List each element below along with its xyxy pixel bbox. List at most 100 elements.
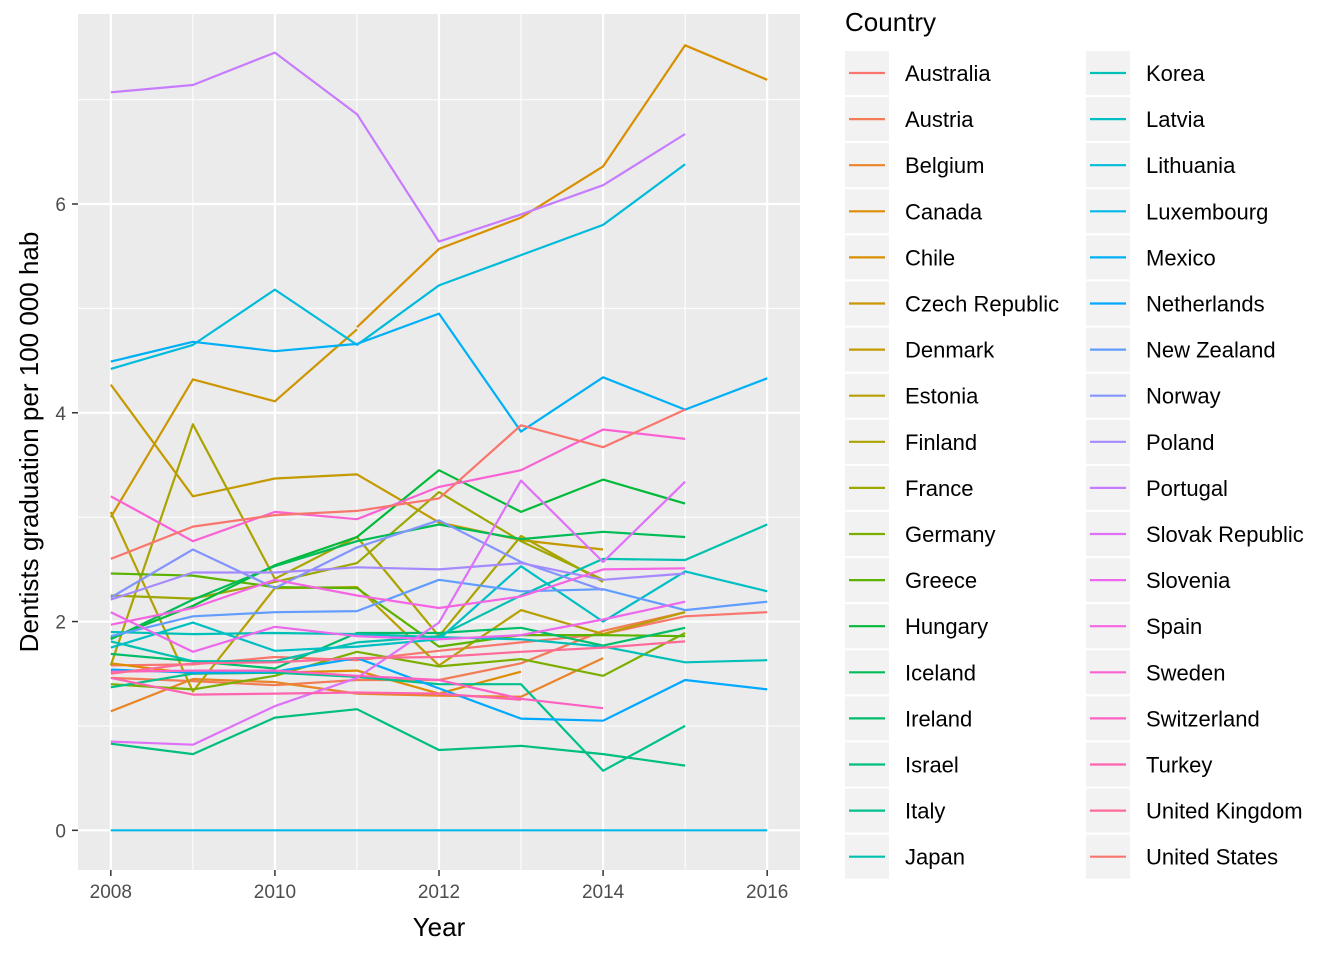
legend-item: Iceland: [845, 650, 976, 695]
x-tick-label: 2008: [90, 882, 132, 903]
legend-label: Denmark: [905, 338, 995, 363]
legend-items: Australia Austria Belgium Canada Chile Czech …: [845, 51, 1304, 879]
series-line: [110, 578, 768, 638]
series-line: [110, 708, 686, 767]
legend-label: Germany: [905, 522, 995, 547]
legend-label: Australia: [905, 61, 991, 86]
legend-item: Latvia: [1086, 97, 1205, 142]
legend-label: Greece: [905, 568, 977, 593]
legend-item: Lithuania: [1086, 143, 1236, 188]
legend-item: Israel: [845, 742, 959, 787]
series-line: [110, 479, 686, 746]
y-tick-label: 6: [55, 195, 66, 216]
legend-item: Turkey: [1086, 742, 1212, 787]
legend-item: Ireland: [845, 696, 972, 741]
legend-label: Switzerland: [1146, 706, 1260, 731]
legend-item: Netherlands: [1086, 281, 1265, 326]
series-line: [110, 519, 604, 599]
y-tick-label: 0: [55, 821, 66, 842]
x-tick-label: 2012: [418, 882, 460, 903]
legend-item: Spain: [1086, 604, 1202, 649]
legend-label: Poland: [1146, 430, 1215, 455]
legend-item: Greece: [845, 558, 977, 603]
legend-label: Austria: [905, 107, 974, 132]
legend-label: Belgium: [905, 153, 984, 178]
legend-item: Australia: [845, 51, 991, 95]
series-line: [110, 312, 768, 433]
legend-label: Norway: [1146, 384, 1221, 409]
x-tick-label: 2010: [254, 882, 296, 903]
legend-label: Czech Republic: [905, 292, 1059, 317]
legend-label: Turkey: [1146, 753, 1212, 778]
legend-item: Finland: [845, 419, 977, 464]
x-axis: 2008 2010 2012 2014 2016: [90, 870, 788, 903]
legend-item: Germany: [845, 512, 995, 556]
legend-item: Japan: [845, 834, 965, 879]
legend-item: Korea: [1086, 51, 1205, 95]
series-line: [110, 640, 686, 675]
legend-item: Poland: [1086, 419, 1215, 464]
legend-label: Lithuania: [1146, 153, 1236, 178]
legend-label: Finland: [905, 430, 977, 455]
legend-item: Chile: [845, 235, 955, 280]
legend-label: United States: [1146, 845, 1278, 870]
legend-label: Slovenia: [1146, 568, 1231, 593]
y-axis: 0 2 4 6: [55, 195, 78, 842]
legend-item: United Kingdom: [1086, 788, 1303, 833]
legend-label: Korea: [1146, 61, 1205, 86]
legend-label: Iceland: [905, 660, 976, 685]
legend-item: France: [845, 465, 973, 510]
legend-item: Hungary: [845, 604, 988, 649]
y-axis-label: Dentists graduation per 100 000 hab: [14, 232, 44, 653]
series-line: [110, 562, 686, 601]
legend-item: Luxembourg: [1086, 189, 1268, 234]
legend-label: Netherlands: [1146, 292, 1265, 317]
series-line: [110, 657, 768, 722]
legend-item: Belgium: [845, 143, 984, 188]
legend-label: United Kingdom: [1146, 799, 1303, 824]
legend-label: Spain: [1146, 614, 1202, 639]
series-line: [110, 408, 686, 560]
legend-label: New Zealand: [1146, 338, 1276, 363]
series-line: [110, 600, 686, 653]
legend-label: France: [905, 476, 973, 501]
legend-label: Slovak Republic: [1146, 522, 1304, 547]
series-line: [110, 428, 686, 543]
legend-label: Chile: [905, 245, 955, 270]
legend-label: Latvia: [1146, 107, 1205, 132]
series-line: [110, 572, 686, 648]
series-line: [110, 567, 686, 626]
series-line: [110, 51, 686, 243]
series-line: [356, 44, 768, 328]
legend-label: Mexico: [1146, 245, 1216, 270]
legend-item: Portugal: [1086, 465, 1228, 510]
legend-label: Canada: [905, 199, 983, 224]
legend-item: Italy: [845, 788, 945, 833]
x-tick-label: 2016: [746, 882, 788, 903]
legend-item: Czech Republic: [845, 281, 1059, 326]
legend-item: Norway: [1086, 373, 1221, 418]
legend-item: Slovak Republic: [1086, 512, 1304, 556]
legend-item: Canada: [845, 189, 983, 234]
legend-label: Sweden: [1146, 660, 1226, 685]
legend-item: Austria: [845, 97, 974, 142]
series-line: [110, 676, 522, 701]
legend-item: Denmark: [845, 327, 995, 372]
legend-label: Japan: [905, 845, 965, 870]
legend-item: Estonia: [845, 373, 979, 418]
legend-label: Portugal: [1146, 476, 1228, 501]
series-line: [110, 632, 686, 691]
legend-item: United States: [1086, 834, 1278, 879]
legend-label: Hungary: [905, 614, 988, 639]
legend-label: Italy: [905, 799, 945, 824]
legend-item: Slovenia: [1086, 558, 1231, 603]
legend-item: New Zealand: [1086, 327, 1276, 372]
legend-item: Switzerland: [1086, 696, 1260, 741]
legend-title: Country: [845, 7, 936, 37]
x-tick-label: 2014: [582, 882, 625, 903]
legend-item: Mexico: [1086, 235, 1216, 280]
legend-label: Luxembourg: [1146, 199, 1268, 224]
legend-label: Israel: [905, 753, 959, 778]
y-tick-label: 2: [55, 613, 66, 634]
